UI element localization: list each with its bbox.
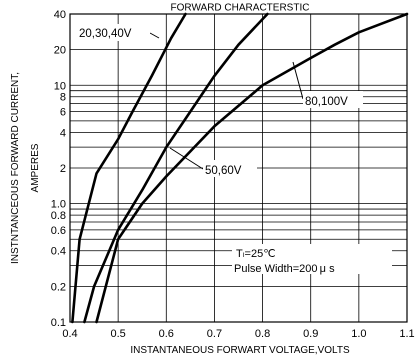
y-tick-label: 40: [54, 9, 66, 21]
series-line-3: [95, 12, 409, 324]
x-tick-label: 0.9: [303, 328, 318, 340]
plot-frame: [69, 13, 408, 323]
callout-20-30-40v: 20,30,40V: [76, 24, 160, 41]
y-tick-label: 8: [60, 92, 66, 104]
callout-label-50-60v: 50,60V: [205, 165, 242, 177]
callout-box-80-100v: [303, 91, 363, 108]
y-tick-label: 0.4: [51, 246, 66, 258]
y-tick-labels: 40 20 108 6 4 2 1.00.8 0.6 0.4 0.2 0.1: [51, 9, 66, 329]
y-tick-label: 20: [54, 45, 66, 57]
y-tick-label: 0.2: [51, 281, 66, 293]
series-line-1: [71, 12, 187, 324]
y-tick-label: 0.6: [51, 225, 66, 237]
series-group: [71, 12, 409, 324]
y-tick-label: 6: [60, 107, 66, 119]
test-conditions-box: [232, 244, 392, 274]
y-axis-title: INSTNTANCEOUS FORWARD CURRENT,: [10, 72, 21, 264]
x-tick-label: 0.8: [255, 328, 270, 340]
y-tick-label: 0.1: [51, 317, 66, 329]
x-tick-labels: 0.4 0.5 0.6 0.7 0.8 0.9 1.0 1.1: [62, 328, 414, 340]
x-axis-title: INSTANTANEOUS FORWART VOLTAGE,VOLTS: [130, 345, 350, 356]
callout-leader-20-30-40v: [149, 32, 160, 39]
y-tick-label: 4: [60, 127, 66, 139]
callout-50-60v: 50,60V: [169, 147, 257, 177]
x-tick-label: 1.1: [399, 328, 414, 340]
x-tick-label: 0.7: [207, 328, 222, 340]
series-line-2: [83, 12, 269, 324]
chart-title: FORWARD CHARACTERSTIC: [171, 2, 310, 13]
callout-box-50-60v: [203, 160, 257, 177]
callout-leader-50-60v: [169, 147, 204, 170]
test-conditions-note: Tₗ=25℃ Pulse Width=200 μ s: [232, 244, 392, 275]
x-tick-label: 0.4: [62, 328, 77, 340]
callout-label-20-30-40v: 20,30,40V: [79, 28, 132, 40]
callout-label-80-100v: 80,100V: [305, 96, 348, 108]
callout-80-100v: 80,100V: [292, 61, 363, 108]
y-tick-label: 10: [54, 80, 66, 92]
callout-box-20-30-40v: [76, 24, 150, 41]
x-tick-label: 1.0: [351, 328, 366, 340]
y-axis-unit: AMPERES: [30, 143, 41, 192]
x-tick-label: 0.5: [110, 328, 125, 340]
y-tick-label: 2: [60, 163, 66, 175]
temperature-note: Tₗ=25℃: [236, 248, 276, 260]
y-tick-label: 1.0: [51, 199, 66, 211]
y-tick-label: 0.8: [51, 210, 66, 222]
pulse-width-note: Pulse Width=200 μ s: [234, 263, 335, 275]
x-tick-label: 0.6: [159, 328, 174, 340]
callout-leader-80-100v: [292, 61, 304, 100]
